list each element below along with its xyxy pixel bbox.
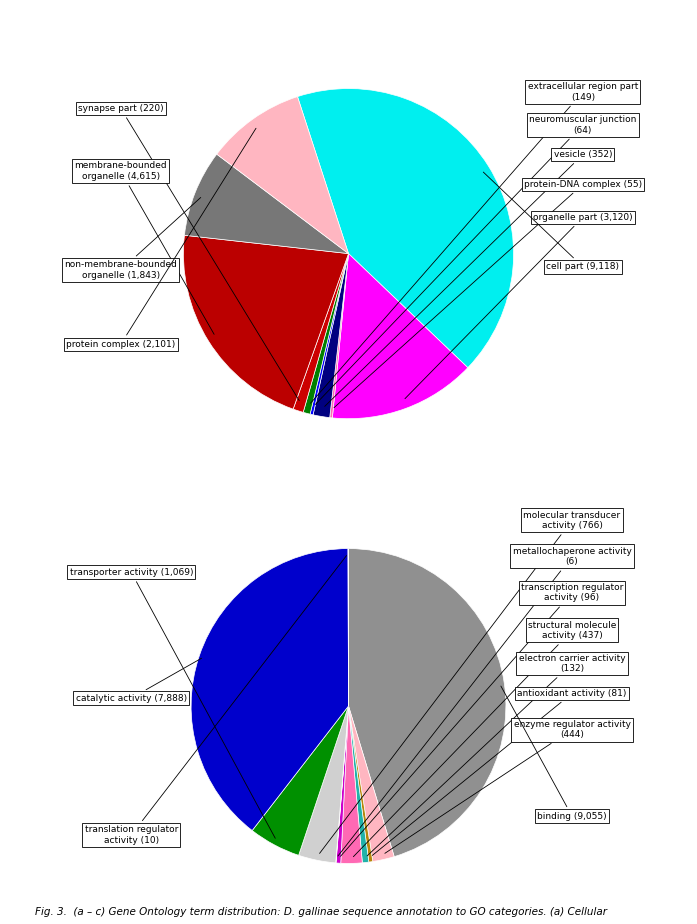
Wedge shape	[348, 706, 395, 861]
Wedge shape	[348, 549, 506, 857]
Wedge shape	[310, 253, 348, 415]
Text: metallochaperone activity
(6): metallochaperone activity (6)	[338, 547, 631, 856]
Text: synapse part (220): synapse part (220)	[78, 103, 299, 401]
Text: vesicle (352): vesicle (352)	[325, 150, 612, 407]
Wedge shape	[313, 253, 348, 418]
Text: enzyme regulator activity
(444): enzyme regulator activity (444)	[385, 720, 631, 854]
Wedge shape	[293, 253, 348, 412]
Wedge shape	[252, 706, 348, 856]
Wedge shape	[341, 706, 362, 863]
Text: non-membrane-bounded
organelle (1,843): non-membrane-bounded organelle (1,843)	[64, 198, 201, 280]
Text: protein complex (2,101): protein complex (2,101)	[66, 128, 256, 349]
Text: electron carrier activity
(132): electron carrier activity (132)	[367, 654, 625, 856]
Wedge shape	[348, 706, 369, 863]
Text: cell part (9,118): cell part (9,118)	[483, 172, 620, 272]
Text: membrane-bounded
organelle (4,615): membrane-bounded organelle (4,615)	[75, 162, 214, 334]
Text: Fig. 3.  (a – c) Gene Ontology term distribution: D. gallinae sequence annotatio: Fig. 3. (a – c) Gene Ontology term distr…	[35, 906, 607, 917]
Text: transporter activity (1,069): transporter activity (1,069)	[70, 567, 275, 838]
Text: extracellular region part
(149): extracellular region part (149)	[311, 82, 638, 403]
Wedge shape	[332, 253, 468, 419]
Wedge shape	[217, 97, 348, 253]
Wedge shape	[298, 706, 348, 863]
Wedge shape	[191, 549, 348, 831]
Text: organelle part (3,120): organelle part (3,120)	[405, 213, 633, 398]
Wedge shape	[330, 253, 348, 418]
Wedge shape	[348, 706, 373, 862]
Wedge shape	[336, 706, 348, 863]
Wedge shape	[298, 89, 514, 368]
Wedge shape	[183, 236, 348, 409]
Text: protein-DNA complex (55): protein-DNA complex (55)	[334, 180, 642, 407]
Text: binding (9,055): binding (9,055)	[501, 686, 607, 821]
Text: transcription regulator
activity (96): transcription regulator activity (96)	[341, 583, 623, 857]
Wedge shape	[303, 253, 348, 414]
Wedge shape	[185, 154, 348, 253]
Text: antioxidant activity (81): antioxidant activity (81)	[372, 689, 627, 856]
Text: catalytic activity (7,888): catalytic activity (7,888)	[76, 658, 201, 702]
Text: structural molecule
activity (437): structural molecule activity (437)	[353, 621, 616, 857]
Text: translation regulator
activity (10): translation regulator activity (10)	[84, 555, 346, 845]
Text: neuromuscular junction
(64): neuromuscular junction (64)	[315, 116, 636, 405]
Wedge shape	[336, 706, 348, 863]
Text: molecular transducer
activity (766): molecular transducer activity (766)	[319, 511, 620, 854]
